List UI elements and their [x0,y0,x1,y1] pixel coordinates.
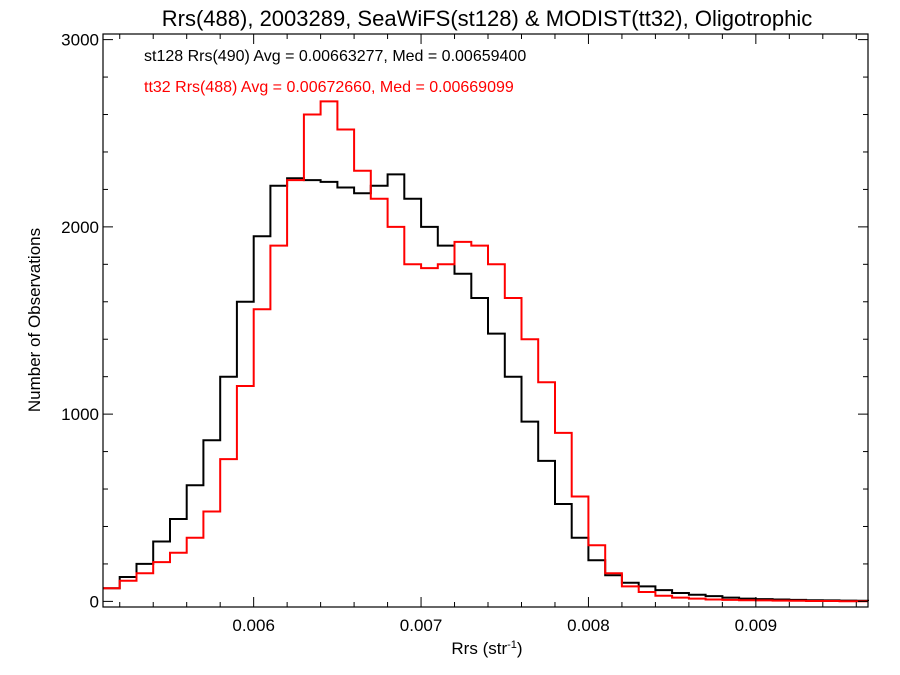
y-axis-label: Number of Observations [25,228,44,412]
y-tick-label: 0 [90,592,99,611]
x-tick-label: 0.006 [232,616,275,635]
annotation-st128: st128 Rrs(490) Avg = 0.00663277, Med = 0… [144,48,526,65]
y-tick-label: 1000 [61,405,99,424]
y-tick-label: 3000 [61,31,99,50]
plot-frame [102,33,869,608]
series-line-1 [103,100,868,603]
series-layer [103,100,869,603]
x-tick-label: 0.008 [567,616,610,635]
chart-title: Rrs(488), 2003289, SeaWiFS(st128) & MODI… [162,6,812,31]
y-axis-ticks: 0 1000 2000 3000 [61,31,868,611]
x-axis-ticks: 0.006 0.007 0.008 0.009 [119,34,857,635]
x-tick-label: 0.007 [400,616,443,635]
x-axis-label-main: Rrs (str [451,639,507,658]
x-tick-label: 0.009 [735,616,778,635]
x-axis-label-close: ) [517,639,523,658]
series-line-0 [103,173,869,602]
x-axis-label-superscript: -1 [507,639,517,651]
y-tick-label: 2000 [61,218,99,237]
x-axis-label: Rrs (str-1) [451,639,522,658]
annotation-tt32: tt32 Rrs(488) Avg = 0.00672660, Med = 0.… [144,79,514,96]
